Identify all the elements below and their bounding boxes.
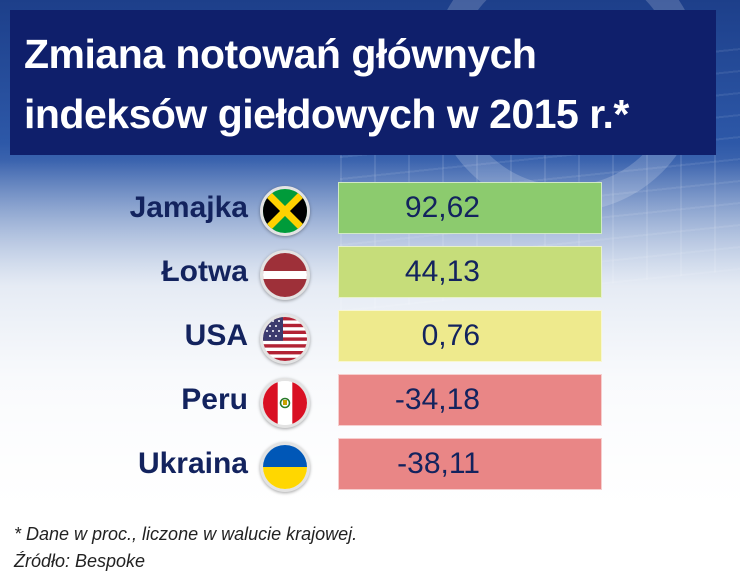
table-row: USA 0,76 <box>0 310 740 364</box>
ukraine-flag-icon <box>260 442 310 492</box>
country-label: Łotwa <box>161 255 248 288</box>
source-note: Źródło: Bespoke <box>14 551 146 571</box>
value-label: 92,62 <box>404 191 480 224</box>
usa-flag-icon <box>260 314 310 364</box>
title-background <box>10 10 716 155</box>
country-label: Peru <box>181 383 248 416</box>
table-row: Łotwa 44,13 <box>0 246 740 300</box>
value-cell <box>338 310 602 362</box>
country-label: USA <box>184 319 248 352</box>
jamaica-flag-icon <box>260 186 310 236</box>
value-label: -34,18 <box>394 383 480 416</box>
value-label: 0,76 <box>421 319 480 352</box>
value-cell <box>338 182 602 234</box>
peru-flag-icon <box>260 378 310 428</box>
value-cell <box>338 374 602 426</box>
table-row: Peru -34,18 <box>0 374 740 428</box>
chart-title: Zmiana notowań głównych indeksów giełdow… <box>24 31 629 137</box>
footnote: * Dane w proc., liczone w walucie krajow… <box>14 524 358 544</box>
value-cell <box>338 438 602 490</box>
value-label: -38,11 <box>397 447 480 480</box>
value-cell <box>338 246 602 298</box>
country-label: Jamajka <box>129 191 248 224</box>
table-row: Ukraina -38,11 <box>0 438 740 492</box>
country-label: Ukraina <box>137 447 248 480</box>
table-row: Jamajka 92,62 <box>0 182 740 236</box>
latvia-flag-icon <box>260 250 310 300</box>
value-label: 44,13 <box>404 255 480 288</box>
